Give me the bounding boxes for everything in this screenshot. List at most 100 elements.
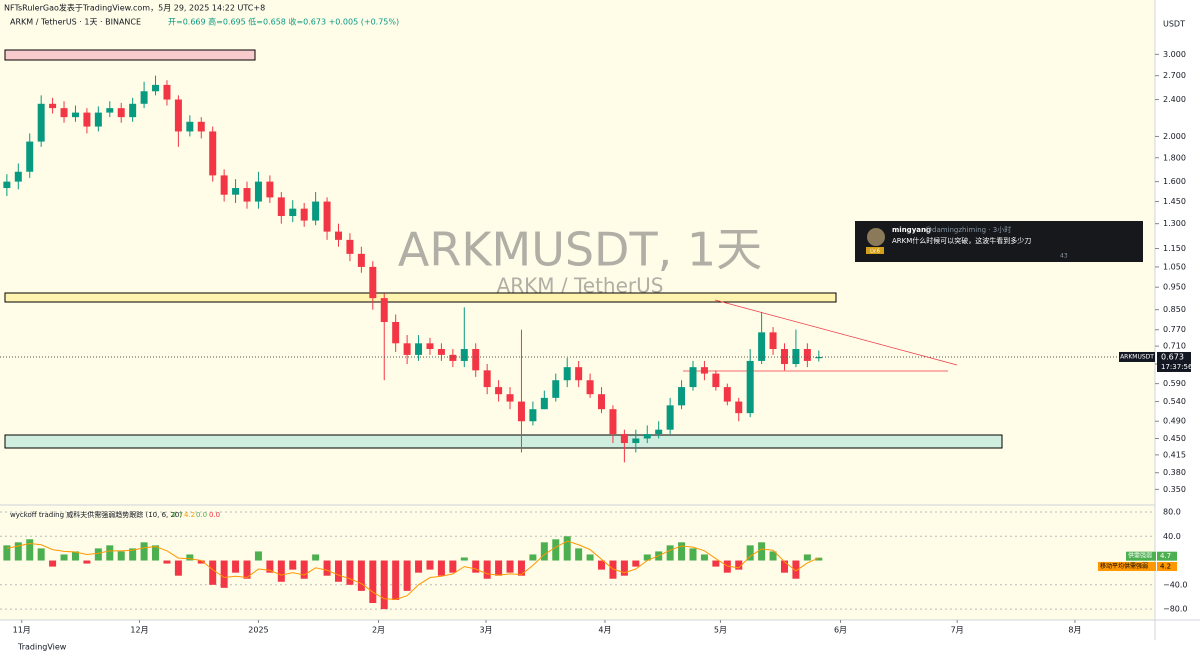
candle-body — [780, 349, 788, 365]
bar — [426, 560, 434, 570]
bar — [769, 551, 777, 561]
bar — [460, 557, 468, 561]
bar — [506, 560, 514, 573]
candle-body — [357, 253, 365, 267]
bar — [117, 551, 125, 561]
candle-body — [163, 84, 171, 100]
candle-body — [83, 112, 91, 127]
bar — [140, 542, 148, 561]
candle-body — [666, 405, 674, 430]
candle-body — [643, 434, 651, 439]
bar — [26, 539, 34, 561]
candle-body — [700, 367, 708, 374]
bar — [792, 560, 800, 579]
bar — [678, 542, 686, 561]
y-tick-label: 80.0 — [1163, 507, 1181, 516]
bar — [106, 545, 114, 561]
candle-body — [346, 239, 354, 254]
bar — [71, 551, 79, 561]
bar — [83, 560, 91, 564]
bar — [472, 560, 480, 573]
bar — [254, 551, 262, 561]
symbol: ARKM / TetherUS · 1天 · BINANCE — [10, 18, 141, 27]
candle-body — [632, 438, 640, 444]
bar — [49, 560, 57, 567]
trend-line — [714, 299, 958, 366]
series-tag-bg — [1126, 551, 1156, 561]
candle-body — [37, 103, 45, 142]
zone-yellow — [4, 292, 837, 303]
tweet-card — [855, 221, 1143, 262]
candle-body — [277, 197, 285, 217]
bar — [94, 548, 102, 561]
bar — [666, 545, 674, 561]
bar — [3, 545, 11, 561]
y-tick-label: 1.800 — [1163, 153, 1186, 162]
candle-body — [815, 356, 823, 359]
y-tick-label: 0.450 — [1163, 434, 1186, 443]
x-tick-label: 2月 — [372, 626, 385, 635]
candle-body — [300, 208, 308, 221]
candle-body — [186, 121, 194, 132]
footer: TradingView — [17, 643, 67, 652]
bar — [300, 560, 308, 579]
y-tick-label: 0.380 — [1163, 468, 1186, 477]
y-tick-label: 1.050 — [1163, 262, 1186, 271]
candle-body — [598, 394, 606, 410]
legend-value: 0.0 — [196, 511, 207, 519]
y-tick-label: 0.710 — [1163, 342, 1186, 351]
bar — [323, 560, 331, 576]
bar — [174, 560, 182, 576]
symbol-tag: ARKMUSDT — [1120, 353, 1154, 360]
legend-value: 0.0 — [209, 511, 220, 519]
y-tick-label: 0.950 — [1163, 283, 1186, 292]
bar — [563, 536, 571, 561]
y-tick-label: 0.770 — [1163, 325, 1186, 334]
candle-body — [483, 370, 491, 388]
candle-body — [174, 99, 182, 132]
y-tick-label: 0.540 — [1163, 397, 1186, 406]
candle-body — [49, 103, 57, 109]
tweet-text: ARKM什么时候可以突破，这波牛看到多少刀 — [892, 236, 1031, 245]
candle-body — [312, 201, 320, 221]
series-tag: 移动平均供需强弱 — [1100, 562, 1148, 570]
tweet-name: mingyang — [892, 226, 931, 234]
bar — [289, 560, 297, 570]
y-tick-label: 3.000 — [1163, 50, 1186, 59]
candle-body — [71, 112, 79, 118]
candle-body — [655, 429, 663, 435]
candle-body — [3, 181, 11, 189]
badge: LV.6 — [870, 249, 880, 255]
candle-body — [415, 343, 423, 355]
value-tag: 4.7 — [1160, 552, 1171, 560]
bar — [380, 560, 388, 610]
bar — [643, 554, 651, 561]
bar — [334, 560, 342, 582]
bar — [186, 554, 194, 561]
y-tick-label: 1.450 — [1163, 197, 1186, 206]
candle-body — [26, 141, 34, 172]
candle-body — [323, 201, 331, 232]
bar — [586, 554, 594, 561]
candle-body — [426, 343, 434, 350]
countdown: 17:37:56 — [1161, 363, 1193, 371]
candle-body — [723, 387, 731, 402]
y-tick-label: −40.0 — [1163, 580, 1188, 589]
series-tag-bg — [1098, 561, 1156, 571]
candle-body — [60, 108, 68, 118]
watermark-title: ARKMUSDT, 1天 — [398, 223, 762, 277]
candle-body — [495, 387, 503, 395]
candle-body — [392, 321, 400, 344]
candle-body — [609, 409, 617, 435]
bar — [609, 560, 617, 579]
bar — [209, 560, 217, 585]
candle-body — [803, 349, 811, 361]
candle-body — [289, 208, 297, 217]
candle-body — [220, 175, 228, 195]
bar — [346, 560, 354, 585]
candle-body — [563, 367, 571, 381]
bar — [746, 545, 754, 561]
bar — [815, 557, 823, 561]
published: NFTsRulerGao发表于TradingView.com，5月 29, 20… — [4, 3, 265, 13]
candle-body — [129, 103, 137, 118]
